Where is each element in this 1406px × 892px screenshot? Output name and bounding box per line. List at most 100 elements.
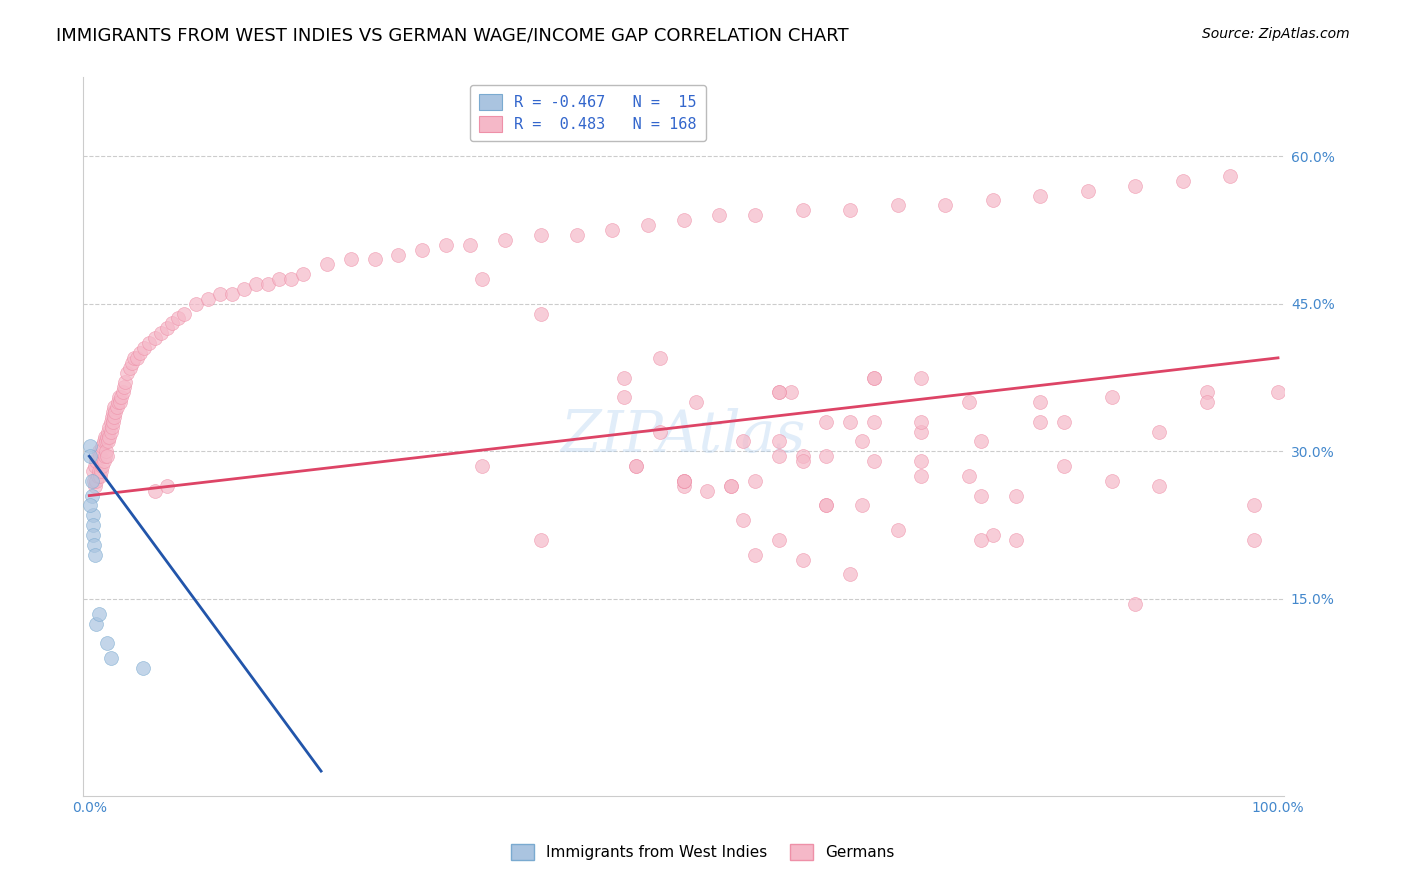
Point bbox=[565, 227, 588, 242]
Point bbox=[125, 351, 148, 365]
Point bbox=[96, 429, 118, 443]
Point bbox=[839, 415, 862, 429]
Point bbox=[696, 483, 718, 498]
Point bbox=[98, 419, 121, 434]
Point bbox=[768, 533, 790, 547]
Point bbox=[363, 252, 385, 267]
Point bbox=[101, 405, 124, 419]
Point bbox=[1029, 188, 1052, 202]
Point bbox=[100, 425, 122, 439]
Point bbox=[815, 499, 838, 513]
Point bbox=[768, 385, 790, 400]
Point bbox=[720, 479, 742, 493]
Point bbox=[970, 434, 993, 449]
Point bbox=[93, 454, 115, 468]
Point bbox=[1101, 474, 1123, 488]
Point bbox=[197, 292, 219, 306]
Point bbox=[672, 479, 695, 493]
Point bbox=[292, 267, 315, 281]
Point bbox=[792, 449, 814, 463]
Point bbox=[87, 464, 110, 478]
Point bbox=[129, 346, 152, 360]
Point bbox=[1243, 533, 1265, 547]
Point bbox=[744, 474, 766, 488]
Text: IMMIGRANTS FROM WEST INDIES VS GERMAN WAGE/INCOME GAP CORRELATION CHART: IMMIGRANTS FROM WEST INDIES VS GERMAN WA… bbox=[56, 27, 849, 45]
Point bbox=[1053, 415, 1076, 429]
Point bbox=[910, 454, 932, 468]
Point bbox=[910, 425, 932, 439]
Point bbox=[89, 449, 111, 463]
Point bbox=[138, 336, 160, 351]
Point bbox=[768, 385, 790, 400]
Point bbox=[103, 409, 125, 424]
Point bbox=[613, 390, 636, 404]
Point bbox=[167, 311, 190, 326]
Point bbox=[1125, 178, 1147, 193]
Point bbox=[1219, 169, 1241, 183]
Point bbox=[815, 449, 838, 463]
Point bbox=[1005, 489, 1028, 503]
Point bbox=[530, 227, 553, 242]
Point bbox=[602, 223, 624, 237]
Point bbox=[981, 194, 1004, 208]
Point bbox=[863, 370, 886, 384]
Point bbox=[269, 272, 291, 286]
Point bbox=[155, 321, 177, 335]
Text: ZIPAtlas: ZIPAtlas bbox=[561, 409, 806, 465]
Point bbox=[132, 341, 155, 355]
Point bbox=[886, 523, 908, 537]
Point bbox=[910, 469, 932, 483]
Point bbox=[89, 469, 111, 483]
Point bbox=[91, 459, 114, 474]
Point bbox=[100, 651, 122, 665]
Point bbox=[97, 425, 120, 439]
Point bbox=[685, 395, 707, 409]
Point bbox=[84, 459, 107, 474]
Point bbox=[94, 434, 117, 449]
Point bbox=[471, 272, 494, 286]
Point bbox=[981, 528, 1004, 542]
Point bbox=[863, 415, 886, 429]
Point bbox=[162, 317, 184, 331]
Point bbox=[82, 518, 104, 533]
Point bbox=[471, 459, 494, 474]
Point bbox=[624, 459, 647, 474]
Point bbox=[839, 567, 862, 582]
Point bbox=[94, 444, 117, 458]
Point bbox=[221, 286, 243, 301]
Point bbox=[886, 198, 908, 212]
Point bbox=[232, 282, 254, 296]
Point bbox=[132, 661, 155, 675]
Point bbox=[910, 370, 932, 384]
Point bbox=[101, 415, 124, 429]
Point bbox=[79, 449, 101, 463]
Point bbox=[957, 395, 980, 409]
Point bbox=[93, 434, 115, 449]
Point bbox=[792, 203, 814, 218]
Point bbox=[411, 243, 433, 257]
Point bbox=[143, 483, 166, 498]
Point bbox=[82, 528, 104, 542]
Point bbox=[672, 213, 695, 227]
Point bbox=[1029, 395, 1052, 409]
Point bbox=[80, 474, 103, 488]
Point bbox=[316, 257, 339, 271]
Point bbox=[434, 237, 457, 252]
Point bbox=[84, 548, 107, 562]
Point bbox=[245, 277, 267, 291]
Point bbox=[744, 208, 766, 222]
Point bbox=[96, 449, 118, 463]
Point bbox=[709, 208, 731, 222]
Legend: R = -0.467   N =  15, R =  0.483   N = 168: R = -0.467 N = 15, R = 0.483 N = 168 bbox=[470, 85, 706, 142]
Point bbox=[100, 415, 122, 429]
Point bbox=[970, 533, 993, 547]
Point bbox=[86, 449, 108, 463]
Point bbox=[143, 331, 166, 345]
Point bbox=[1171, 174, 1194, 188]
Point bbox=[83, 538, 105, 552]
Point bbox=[863, 454, 886, 468]
Point bbox=[672, 474, 695, 488]
Point bbox=[209, 286, 232, 301]
Point bbox=[1243, 499, 1265, 513]
Point bbox=[1005, 533, 1028, 547]
